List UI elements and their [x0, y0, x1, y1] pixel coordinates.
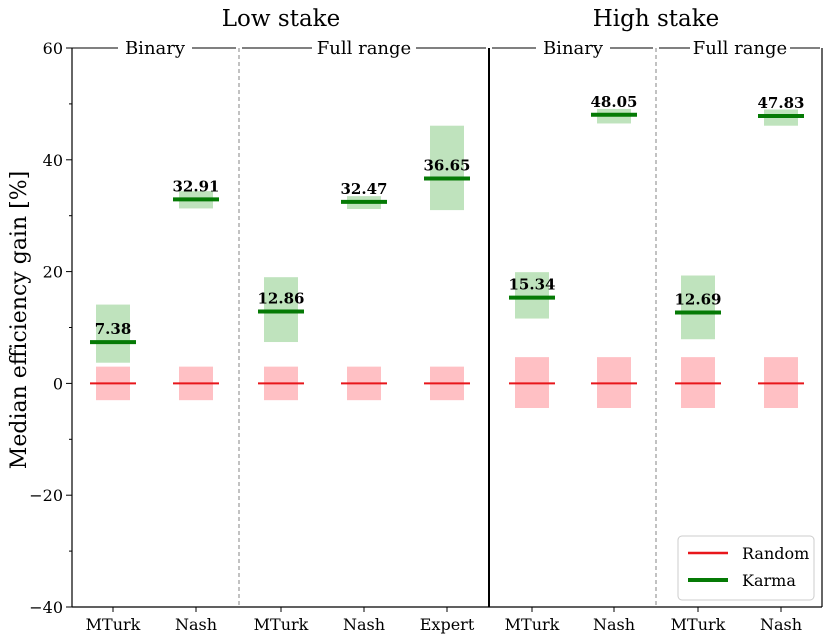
- data-label: 12.86: [258, 290, 305, 308]
- y-axis-label: Median efficiency gain [%]: [7, 171, 32, 469]
- data-label: 32.91: [173, 177, 220, 195]
- x-tick-label: Expert: [420, 615, 475, 634]
- karma-band: [681, 275, 715, 340]
- x-tick-label: Nash: [593, 615, 635, 634]
- legend-karma-label: Karma: [742, 571, 796, 590]
- legend-random-label: Random: [742, 544, 809, 563]
- x-ticks-layer: MTurk Nash MTurk Nash Expert MTurk Nash MTurk Na…: [86, 607, 802, 634]
- y-tick-label: −40: [29, 598, 63, 617]
- x-tick-label: Nash: [343, 615, 385, 634]
- group-title: Low stake: [222, 6, 340, 32]
- data-label: 12.69: [675, 290, 722, 308]
- karma-band: [515, 272, 549, 319]
- data-label: 7.38: [95, 320, 132, 338]
- y-ticks-layer: 60 40 20 0 −20 −40: [29, 39, 72, 617]
- karma-band: [96, 304, 130, 363]
- group-titles-layer: Low stake High stake Binary Full range Binar…: [72, 6, 820, 59]
- x-tick-label: MTurk: [86, 615, 141, 634]
- x-tick-label: MTurk: [671, 615, 726, 634]
- karma-band: [430, 125, 464, 211]
- data-label: 36.65: [424, 157, 471, 175]
- bands-layer: [96, 108, 798, 408]
- group-title: High stake: [593, 6, 720, 32]
- data-label: 48.05: [591, 93, 638, 111]
- x-tick-label: MTurk: [254, 615, 309, 634]
- x-tick-label: Nash: [760, 615, 802, 634]
- y-tick-label: 60: [43, 39, 63, 58]
- subgroup-title: Binary: [125, 38, 186, 59]
- x-tick-label: Nash: [175, 615, 217, 634]
- y-tick-label: 20: [43, 263, 63, 282]
- legend: Random Karma: [677, 535, 815, 601]
- x-tick-label: MTurk: [505, 615, 560, 634]
- y-tick-label: 40: [43, 151, 63, 170]
- y-tick-label: −20: [29, 486, 63, 505]
- y-tick-label: 0: [53, 374, 63, 393]
- data-label: 32.47: [341, 180, 388, 198]
- subgroup-title: Full range: [693, 38, 787, 59]
- data-label: 15.34: [509, 276, 556, 294]
- subgroup-title: Full range: [317, 38, 411, 59]
- data-labels-layer: 7.38 32.91 12.86 32.47 36.65 15.34 48.05 12.69 4…: [95, 93, 805, 338]
- subgroup-title: Binary: [543, 38, 604, 59]
- data-label: 47.83: [758, 94, 805, 112]
- median-lines-layer: [90, 112, 804, 385]
